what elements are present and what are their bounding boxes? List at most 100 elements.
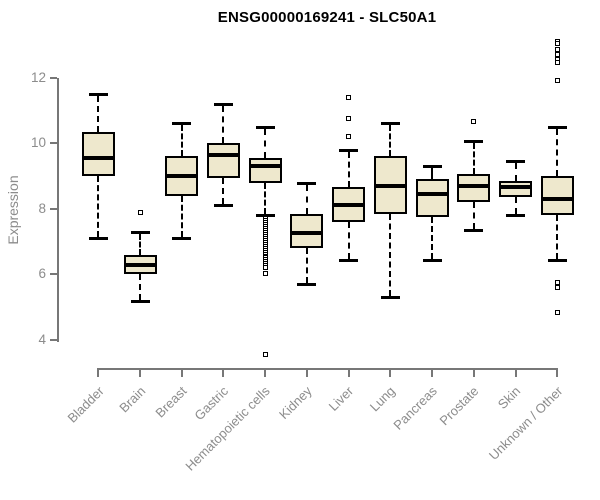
median-line (81, 155, 115, 160)
lower-whisker (431, 216, 434, 259)
outlier-point (554, 60, 560, 66)
upper-whisker-cap (422, 165, 442, 169)
y-tick (50, 76, 57, 79)
y-tick-label: 10 (30, 135, 46, 151)
lower-whisker-cap (88, 237, 108, 241)
lower-whisker-cap (297, 283, 317, 287)
median-line (206, 152, 240, 157)
box (81, 131, 115, 176)
y-tick-label: 4 (38, 332, 46, 347)
outlier-point (471, 119, 477, 125)
x-tick (556, 370, 559, 377)
lower-whisker-cap (213, 204, 233, 208)
lower-whisker (305, 248, 308, 284)
lower-whisker-cap (506, 214, 525, 218)
x-tick-label: Skin (494, 383, 524, 412)
upper-whisker-cap (380, 122, 400, 126)
upper-whisker-cap (130, 230, 150, 234)
median-line (499, 185, 532, 190)
chart-title: ENSG00000169241 - SLC50A1 (217, 9, 437, 26)
y-tick (50, 142, 57, 145)
x-tick (347, 370, 350, 377)
x-tick (431, 370, 434, 377)
upper-whisker (347, 151, 350, 188)
outlier-point (262, 270, 268, 276)
upper-whisker-cap (88, 92, 108, 96)
lower-whisker-cap (464, 229, 484, 233)
x-tick-label: Brain (115, 383, 148, 416)
x-tick-label: Lung (367, 383, 399, 415)
x-tick-label: Breast (152, 383, 190, 421)
median-line (540, 196, 574, 201)
outlier-point (262, 352, 268, 358)
box (206, 143, 240, 178)
upper-whisker (222, 105, 225, 144)
upper-whisker (389, 125, 392, 157)
outlier-point (554, 47, 560, 53)
upper-whisker-cap (506, 160, 525, 164)
x-tick (180, 370, 183, 377)
box (248, 157, 282, 183)
x-tick (389, 370, 392, 377)
lower-whisker-cap (130, 299, 150, 303)
upper-whisker-cap (297, 181, 317, 185)
median-line (290, 231, 324, 236)
median-line (373, 183, 407, 188)
x-tick (97, 370, 100, 377)
upper-whisker-cap (339, 148, 359, 152)
upper-whisker-cap (213, 102, 233, 106)
upper-whisker (431, 168, 434, 180)
outlier-point (346, 94, 352, 100)
x-tick (264, 370, 267, 377)
x-tick-label: Pancreas (390, 383, 441, 433)
lower-whisker-cap (255, 214, 275, 218)
outlier-point (262, 265, 268, 271)
x-axis-line (97, 368, 559, 370)
upper-whisker (97, 95, 100, 132)
upper-whisker (514, 163, 517, 181)
lower-whisker (97, 175, 100, 238)
y-tick (50, 273, 57, 276)
x-tick (139, 370, 142, 377)
box (415, 179, 449, 217)
upper-whisker-cap (255, 125, 275, 129)
outlier-point (346, 116, 352, 122)
median-line (165, 173, 199, 178)
x-tick (472, 370, 475, 377)
outlier-point (554, 285, 560, 290)
outlier-point (137, 209, 143, 215)
lower-whisker (472, 202, 475, 230)
lower-whisker (180, 195, 183, 238)
lower-whisker-cap (547, 258, 567, 262)
upper-whisker (139, 233, 142, 255)
lower-whisker (514, 197, 517, 215)
upper-whisker-cap (547, 125, 567, 129)
median-line (457, 183, 491, 188)
y-tick-label: 8 (38, 200, 46, 216)
upper-whisker (472, 143, 475, 175)
upper-whisker (264, 128, 267, 158)
y-tick (50, 339, 57, 341)
x-tick-label: Bladder (63, 383, 107, 426)
outlier-point (346, 134, 352, 140)
x-tick-label: Liver (326, 383, 357, 414)
lower-whisker (222, 177, 225, 205)
upper-whisker-cap (464, 140, 484, 144)
lower-whisker (264, 182, 267, 215)
median-line (123, 262, 157, 267)
x-tick-label: Kidney (276, 383, 315, 423)
lower-whisker-cap (339, 258, 359, 262)
lower-whisker-cap (380, 296, 400, 300)
upper-whisker (305, 184, 308, 214)
box (290, 213, 324, 249)
median-line (332, 203, 366, 208)
lower-whisker-cap (422, 258, 442, 262)
upper-whisker (556, 128, 559, 176)
upper-whisker (180, 125, 183, 157)
x-tick-label: Unknown / Other (485, 383, 566, 463)
x-tick (305, 370, 308, 377)
y-tick-label: 12 (30, 69, 46, 85)
y-tick-label: 6 (38, 266, 46, 282)
